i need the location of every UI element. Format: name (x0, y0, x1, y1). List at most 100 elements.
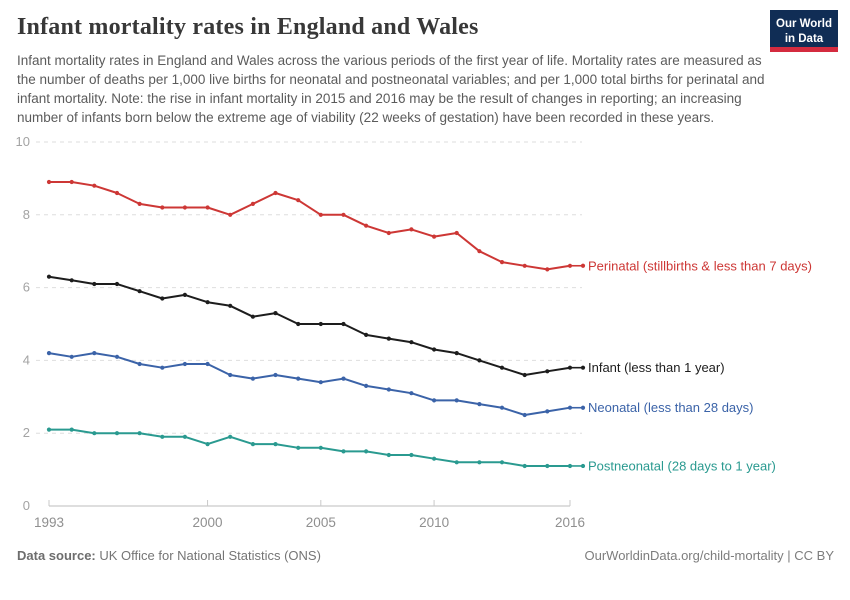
data-point-postneonatal-2004 (296, 445, 301, 450)
series-postneonatal[interactable]: Postneonatal (28 days to 1 year) (46, 427, 776, 474)
y-tick-label-2: 2 (23, 425, 30, 440)
data-point-infant-1996 (114, 281, 120, 287)
series-neonatal[interactable]: Neonatal (less than 28 days) (46, 351, 754, 418)
data-point-perinatal-1999 (182, 205, 187, 210)
data-point-postneonatal-2012 (477, 460, 482, 465)
data-point-postneonatal-2014 (522, 463, 527, 469)
data-point-postneonatal-1996 (114, 431, 120, 436)
data-point-perinatal-2010 (432, 234, 437, 239)
data-point-perinatal-1995 (92, 183, 97, 188)
series-perinatal[interactable]: Perinatal (stillbirths & less than 7 day… (46, 179, 812, 273)
data-point-infant-2013 (499, 365, 505, 370)
data-point-infant-2015 (545, 369, 550, 374)
logo-accent-bar (770, 46, 838, 52)
data-point-neonatal-2011 (454, 398, 459, 403)
data-point-infant-1995 (92, 281, 97, 287)
data-point-infant-2002 (250, 314, 255, 319)
series-label-postneonatal[interactable]: Postneonatal (28 days to 1 year) (588, 458, 776, 473)
series-line-postneonatal (48, 428, 571, 467)
data-point-perinatal-1996 (114, 190, 120, 196)
x-tick-label-2005: 2005 (306, 515, 336, 530)
data-point-infant-2009 (409, 340, 414, 345)
data-point-infant-1994 (69, 278, 74, 283)
chart-header: Infant mortality rates in England and Wa… (0, 0, 850, 127)
series-infant[interactable]: Infant (less than 1 year) (46, 274, 725, 378)
data-point-perinatal-2013 (499, 260, 505, 265)
data-point-perinatal-2001 (228, 212, 233, 217)
data-point-infant-2006 (341, 321, 346, 327)
data-point-postneonatal-2001 (228, 434, 233, 439)
data-point-neonatal-2008 (386, 387, 391, 392)
data-point-postneonatal-1999 (182, 434, 187, 439)
series-label-neonatal[interactable]: Neonatal (less than 28 days) (588, 400, 753, 415)
data-point-neonatal-2010 (432, 398, 437, 403)
data-point-postneonatal-2008 (386, 452, 391, 458)
data-point-neonatal-2002 (250, 376, 255, 381)
data-point-postneonatal-2003 (273, 442, 278, 447)
data-point-postneonatal-2006 (341, 449, 346, 454)
data-point-perinatal-1997 (137, 201, 142, 206)
data-point-postneonatal-1994 (69, 427, 74, 432)
data-point-neonatal-2013 (499, 405, 505, 410)
data-point-infant-2004 (296, 321, 301, 327)
data-point-postneonatal-2007 (364, 449, 369, 454)
data-point-neonatal-1994 (69, 354, 74, 359)
series-label-dot-postneonatal (580, 463, 586, 469)
data-point-neonatal-1995 (92, 351, 97, 356)
data-point-infant-2008 (386, 336, 391, 341)
series-line-perinatal (48, 181, 571, 271)
data-point-postneonatal-2010 (432, 456, 437, 461)
data-point-neonatal-2007 (364, 383, 369, 388)
data-point-neonatal-2015 (545, 409, 550, 414)
x-tick-label-2000: 2000 (193, 515, 223, 530)
chart-canvas: 0 2 4 6 8 10 1993 2000 2005 2010 2016 Perinatal (st… (16, 134, 812, 530)
data-point-perinatal-2008 (386, 230, 391, 236)
data-point-perinatal-2011 (454, 230, 459, 236)
data-point-neonatal-1997 (137, 361, 142, 367)
series-line-infant (48, 275, 571, 376)
y-tick-label-0: 0 (23, 498, 30, 513)
data-point-postneonatal-1995 (92, 431, 97, 436)
data-point-infant-2001 (228, 303, 233, 308)
data-point-neonatal-2012 (477, 402, 482, 407)
credit-link[interactable]: OurWorldinData.org/child-mortality | CC … (584, 548, 835, 563)
data-point-neonatal-1998 (160, 365, 165, 370)
data-point-infant-2005 (318, 321, 323, 327)
y-tick-label-10: 10 (16, 134, 30, 149)
data-point-perinatal-2012 (477, 249, 482, 254)
data-point-neonatal-1999 (182, 361, 187, 367)
logo-text-line2: in Data (784, 32, 824, 45)
data-point-neonatal-2005 (318, 380, 323, 385)
data-point-neonatal-1993 (46, 351, 52, 356)
data-source-label: Data source: (17, 548, 96, 563)
data-point-infant-1993 (46, 274, 52, 279)
data-point-neonatal-2009 (409, 391, 414, 396)
data-point-infant-1997 (137, 289, 142, 294)
series-label-dot-infant (580, 365, 586, 370)
data-point-postneonatal-2002 (250, 442, 255, 447)
series-label-infant[interactable]: Infant (less than 1 year) (588, 360, 725, 375)
data-point-perinatal-2005 (318, 212, 323, 217)
data-point-postneonatal-2009 (409, 452, 414, 458)
y-tick-label-8: 8 (23, 207, 30, 222)
data-point-perinatal-2014 (522, 263, 527, 268)
data-point-infant-2011 (454, 351, 459, 356)
data-point-perinatal-1998 (160, 205, 165, 210)
data-point-infant-2010 (432, 347, 437, 352)
series-line-neonatal (48, 352, 571, 416)
chart-footer: Data source: UK Office for National Stat… (0, 540, 850, 563)
data-point-postneonatal-2015 (545, 463, 550, 469)
data-point-infant-2003 (273, 311, 278, 316)
data-point-perinatal-2000 (205, 205, 210, 210)
data-point-postneonatal-1993 (46, 427, 52, 432)
series-label-perinatal[interactable]: Perinatal (stillbirths & less than 7 day… (588, 258, 812, 273)
data-source: Data source: UK Office for National Stat… (17, 548, 321, 563)
data-point-postneonatal-2013 (499, 460, 505, 465)
series-label-dot-neonatal (580, 405, 586, 410)
data-point-infant-2007 (364, 332, 369, 337)
data-point-perinatal-1993 (46, 179, 52, 185)
y-tick-label-6: 6 (23, 280, 30, 295)
x-tick-label-2010: 2010 (419, 515, 449, 530)
x-tick-label-1993: 1993 (34, 515, 64, 530)
